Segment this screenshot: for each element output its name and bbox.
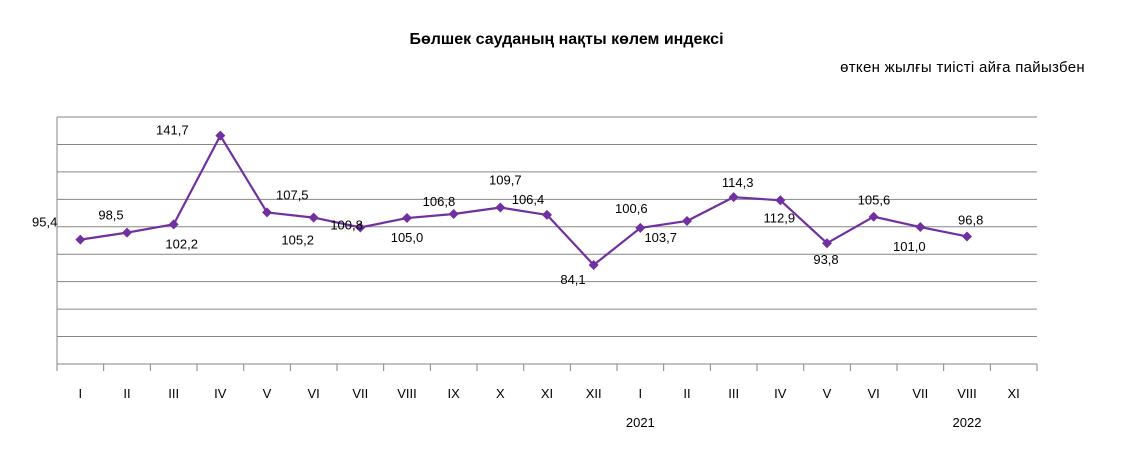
data-label: 109,7 (489, 172, 522, 187)
data-label: 100,8 (330, 217, 363, 232)
data-label: 141,7 (156, 123, 189, 138)
series-polyline (80, 134, 968, 267)
data-label: 106,8 (423, 194, 456, 209)
x-tick-label: VIII (957, 386, 977, 401)
data-label: 84,1 (560, 272, 585, 287)
x-tick-label: V (823, 386, 832, 401)
data-label: 102,2 (165, 236, 198, 251)
data-point-marker (495, 202, 506, 213)
x-tick-label: IV (214, 386, 227, 401)
data-point-marker (962, 231, 972, 242)
x-tick-label: X (496, 386, 505, 401)
data-label: 105,6 (858, 193, 891, 208)
data-label: 100,6 (615, 201, 648, 216)
data-point-marker (75, 234, 86, 245)
data-point-marker (215, 130, 226, 141)
data-label: 107,5 (276, 187, 309, 202)
data-point-marker (308, 212, 319, 223)
x-tick-label: III (728, 386, 739, 401)
x-tick-label: III (168, 386, 179, 401)
x-tick-label: II (123, 386, 130, 401)
x-tick-label: I (79, 386, 83, 401)
data-label: 95,4 (32, 215, 57, 230)
data-point-marker (402, 213, 412, 224)
series-line (75, 130, 972, 270)
data-label: 101,0 (893, 239, 926, 254)
x-tick-label: XI (1008, 386, 1020, 401)
data-label: 103,7 (644, 230, 677, 245)
year-label: 2021 (626, 415, 655, 430)
gridlines (57, 116, 1037, 338)
data-label: 114,3 (722, 175, 754, 190)
data-point-marker (448, 209, 459, 220)
data-label: 98,5 (98, 208, 123, 223)
data-point-marker (262, 207, 272, 218)
data-point-marker (682, 215, 692, 226)
data-point-marker (822, 238, 832, 249)
x-tick-label: IV (774, 386, 787, 401)
x-tick-label: XI (541, 386, 553, 401)
x-tick-label: VII (912, 386, 928, 401)
data-point-marker (542, 209, 552, 220)
data-point-marker (868, 211, 879, 222)
chart-title: Бөлшек сауданың нақты көлем индексі (409, 31, 724, 48)
data-point-marker (775, 195, 786, 206)
x-tick-label: VI (308, 386, 320, 401)
data-label: 96,8 (958, 212, 983, 227)
x-tick-label: IX (448, 386, 461, 401)
data-point-marker (635, 222, 646, 233)
x-tick-label: XII (586, 386, 602, 401)
x-tick-label: V (263, 386, 272, 401)
data-label: 105,0 (391, 230, 424, 245)
x-tick-label: VIII (397, 386, 417, 401)
data-label: 105,2 (281, 233, 314, 248)
x-tick-label: VII (352, 386, 368, 401)
data-labels: 95,4 98,5 102,2 141,7 107,5 105,2 100,8 105,0 10… (32, 123, 983, 287)
x-tick-label: VI (868, 386, 880, 401)
data-point-marker (122, 227, 132, 238)
x-tick-label: II (683, 386, 690, 401)
data-label: 106,4 (512, 192, 545, 207)
data-point-marker (588, 259, 599, 270)
year-label: 2022 (953, 415, 982, 430)
data-point-marker (355, 222, 366, 233)
data-point-marker (168, 219, 179, 230)
x-tick-label: I (639, 386, 643, 401)
data-label: 112,9 (764, 210, 796, 225)
data-point-marker (915, 222, 926, 233)
data-point-marker (728, 192, 739, 203)
axes: I II III IV V VI VII VIII IX X XI XII I II III IV V VI VII… (56, 117, 1038, 430)
chart-subtitle: өткен жылғы тиісті айға пайызбен (840, 59, 1085, 76)
data-label: 93,8 (813, 252, 838, 267)
